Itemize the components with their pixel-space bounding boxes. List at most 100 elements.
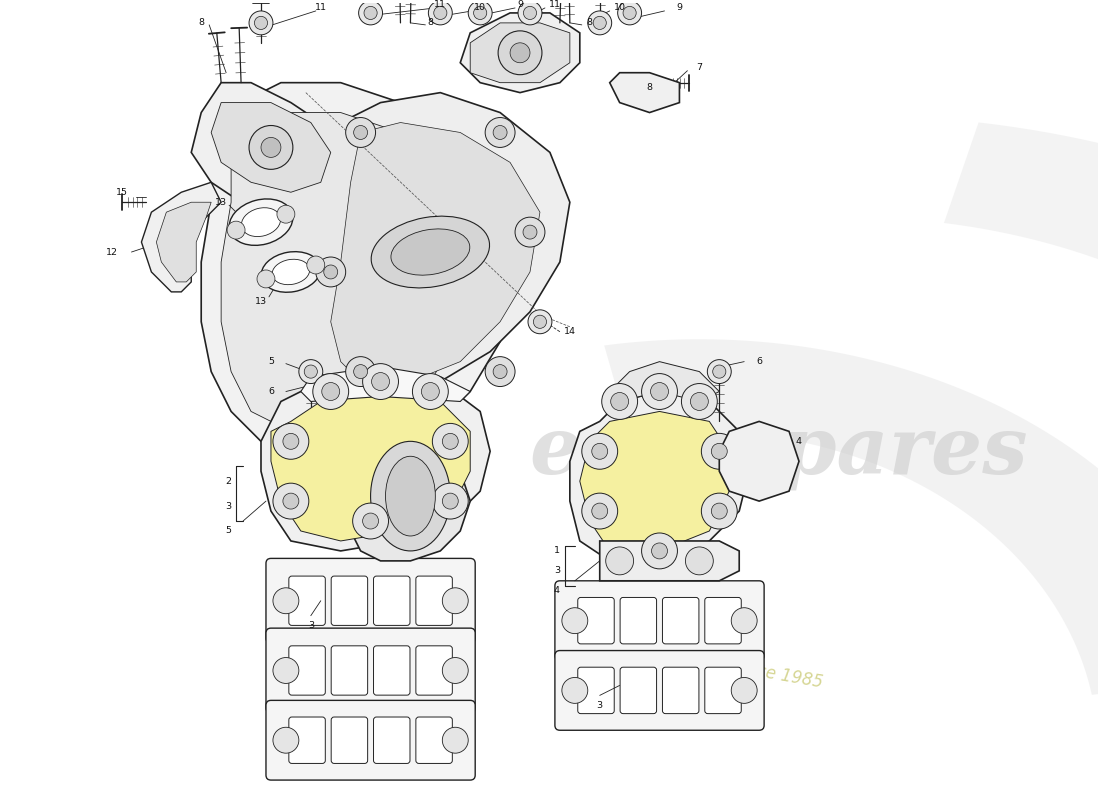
- Circle shape: [623, 6, 636, 19]
- Circle shape: [345, 118, 375, 147]
- Circle shape: [528, 310, 552, 334]
- Circle shape: [433, 6, 447, 19]
- Circle shape: [641, 374, 678, 410]
- Text: 8: 8: [647, 83, 652, 92]
- Text: 6: 6: [756, 357, 762, 366]
- Text: 3: 3: [553, 566, 560, 575]
- Polygon shape: [719, 422, 799, 501]
- Ellipse shape: [272, 259, 309, 285]
- FancyBboxPatch shape: [331, 576, 367, 626]
- Circle shape: [681, 383, 717, 419]
- Circle shape: [712, 443, 727, 459]
- Circle shape: [432, 483, 469, 519]
- Polygon shape: [311, 93, 570, 402]
- Text: 9: 9: [676, 3, 682, 13]
- Circle shape: [283, 493, 299, 509]
- Circle shape: [372, 373, 389, 390]
- Text: 3: 3: [308, 621, 314, 630]
- FancyBboxPatch shape: [416, 717, 452, 763]
- FancyBboxPatch shape: [374, 646, 410, 695]
- Circle shape: [510, 43, 530, 62]
- Text: 8: 8: [428, 18, 433, 27]
- Circle shape: [442, 727, 469, 753]
- Circle shape: [650, 382, 669, 401]
- Circle shape: [345, 357, 375, 386]
- Text: 14: 14: [564, 327, 575, 336]
- Circle shape: [685, 547, 713, 575]
- Text: 11: 11: [549, 1, 561, 10]
- Circle shape: [702, 434, 737, 470]
- Circle shape: [323, 265, 338, 279]
- Circle shape: [363, 513, 378, 529]
- Circle shape: [651, 543, 668, 559]
- Circle shape: [592, 443, 607, 459]
- Polygon shape: [211, 102, 331, 192]
- Circle shape: [432, 423, 469, 459]
- Circle shape: [273, 588, 299, 614]
- Circle shape: [249, 11, 273, 35]
- Circle shape: [273, 483, 309, 519]
- Circle shape: [359, 1, 383, 25]
- Circle shape: [602, 383, 638, 419]
- Circle shape: [691, 393, 708, 410]
- Circle shape: [593, 16, 606, 30]
- FancyBboxPatch shape: [416, 646, 452, 695]
- Ellipse shape: [390, 229, 470, 275]
- Circle shape: [702, 493, 737, 529]
- Circle shape: [364, 6, 377, 19]
- FancyBboxPatch shape: [374, 576, 410, 626]
- Text: 9: 9: [517, 1, 522, 10]
- Text: eurospares: eurospares: [530, 413, 1028, 490]
- Circle shape: [273, 423, 309, 459]
- Polygon shape: [271, 391, 470, 541]
- Circle shape: [353, 365, 367, 378]
- Polygon shape: [300, 366, 470, 402]
- Circle shape: [353, 503, 388, 539]
- Polygon shape: [156, 202, 211, 282]
- Text: 3: 3: [596, 701, 603, 710]
- Text: 8: 8: [586, 18, 593, 27]
- Circle shape: [732, 608, 757, 634]
- Text: 4: 4: [554, 586, 560, 595]
- Circle shape: [485, 357, 515, 386]
- Circle shape: [713, 365, 726, 378]
- Circle shape: [474, 6, 487, 19]
- Text: 4: 4: [796, 437, 802, 446]
- Text: 10: 10: [614, 3, 626, 13]
- Circle shape: [641, 533, 678, 569]
- FancyBboxPatch shape: [554, 581, 764, 661]
- Ellipse shape: [241, 208, 280, 237]
- Circle shape: [312, 374, 349, 410]
- Circle shape: [534, 315, 547, 328]
- Polygon shape: [351, 431, 470, 561]
- Polygon shape: [609, 362, 719, 402]
- Circle shape: [498, 31, 542, 74]
- FancyBboxPatch shape: [554, 650, 764, 730]
- FancyBboxPatch shape: [289, 717, 326, 763]
- Circle shape: [363, 364, 398, 399]
- Circle shape: [522, 225, 537, 239]
- Polygon shape: [221, 113, 481, 431]
- Polygon shape: [604, 339, 1100, 695]
- Circle shape: [524, 6, 537, 19]
- Circle shape: [316, 257, 345, 287]
- Polygon shape: [201, 82, 520, 451]
- Polygon shape: [331, 122, 540, 382]
- Circle shape: [273, 727, 299, 753]
- FancyBboxPatch shape: [374, 717, 410, 763]
- Text: 5: 5: [268, 357, 274, 366]
- Polygon shape: [944, 122, 1100, 800]
- Circle shape: [618, 1, 641, 25]
- Circle shape: [518, 1, 542, 25]
- Text: 5: 5: [226, 526, 231, 535]
- Ellipse shape: [385, 456, 436, 536]
- Circle shape: [712, 503, 727, 519]
- Text: 3: 3: [226, 502, 231, 510]
- FancyBboxPatch shape: [266, 700, 475, 780]
- FancyBboxPatch shape: [289, 576, 326, 626]
- Text: 2: 2: [226, 477, 231, 486]
- FancyBboxPatch shape: [662, 598, 698, 644]
- Circle shape: [307, 256, 324, 274]
- Circle shape: [442, 434, 459, 450]
- Circle shape: [261, 138, 280, 158]
